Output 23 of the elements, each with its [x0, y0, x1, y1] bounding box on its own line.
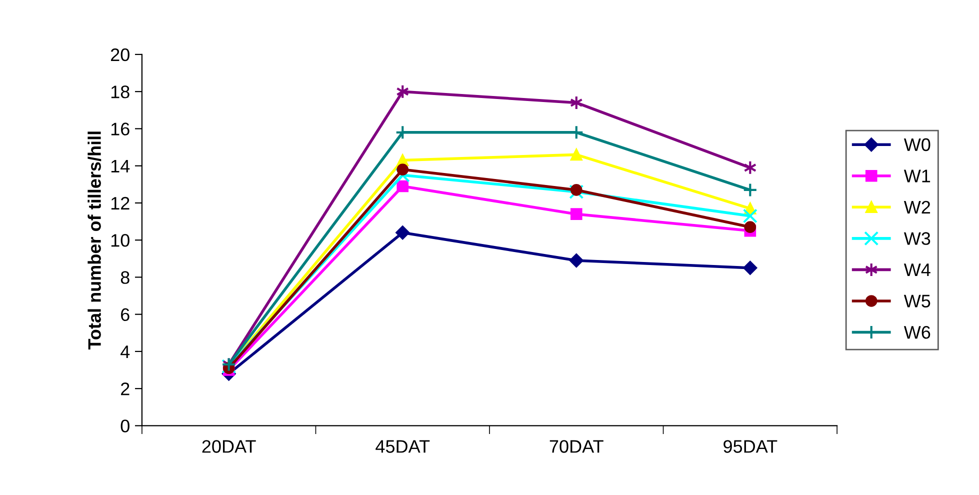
- x-tick-label: 70DAT: [550, 440, 604, 453]
- y-tick-label: 2: [121, 382, 130, 396]
- legend-label: W0: [904, 138, 930, 152]
- legend-label: W3: [904, 232, 930, 245]
- y-tick-label: 10: [111, 234, 130, 247]
- y-tick-label: 6: [121, 308, 130, 322]
- y-tick-label: 14: [111, 160, 130, 172]
- x-tick-label: 45DAT: [376, 440, 430, 453]
- legend-label: W6: [904, 326, 930, 339]
- y-axis-title: Total number of tillers/hill: [88, 132, 102, 350]
- y-tick-label: 16: [111, 122, 130, 136]
- legend-label: W5: [904, 294, 930, 308]
- y-tick-label: 8: [120, 271, 130, 284]
- legend-label: W4: [904, 264, 930, 276]
- y-tick-label: 0: [120, 420, 130, 432]
- y-tick-label: 20: [110, 48, 130, 62]
- x-tick-label: 20DAT: [202, 440, 256, 453]
- x-tick-label: 95DAT: [724, 440, 778, 453]
- y-tick-label: 4: [120, 346, 130, 358]
- legend-label: W2: [904, 200, 930, 214]
- y-tick-label: 18: [111, 86, 130, 98]
- y-tick-label: 12: [111, 196, 130, 210]
- legend-label: W1: [904, 170, 930, 182]
